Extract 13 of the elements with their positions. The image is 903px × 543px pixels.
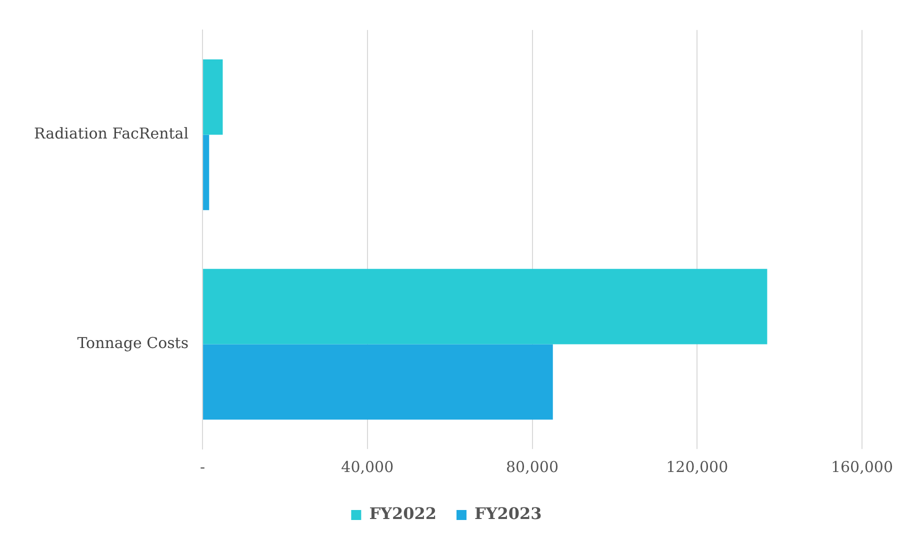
x-tick-label: 160,000 [830,458,893,476]
bar [203,344,553,420]
bar [203,268,768,344]
legend-label: FY2023 [474,504,542,524]
x-tick-label: 80,000 [506,458,559,476]
bar [203,59,223,135]
x-tick-label: 40,000 [341,458,394,476]
y-tick-label: Radiation FacRental [34,124,189,143]
bar [203,134,210,210]
x-tick-label: 120,000 [666,458,728,476]
legend-label: FY2022 [369,504,436,524]
y-tick-label: Tonnage Costs [77,334,189,352]
x-tick-label: - [200,458,206,476]
